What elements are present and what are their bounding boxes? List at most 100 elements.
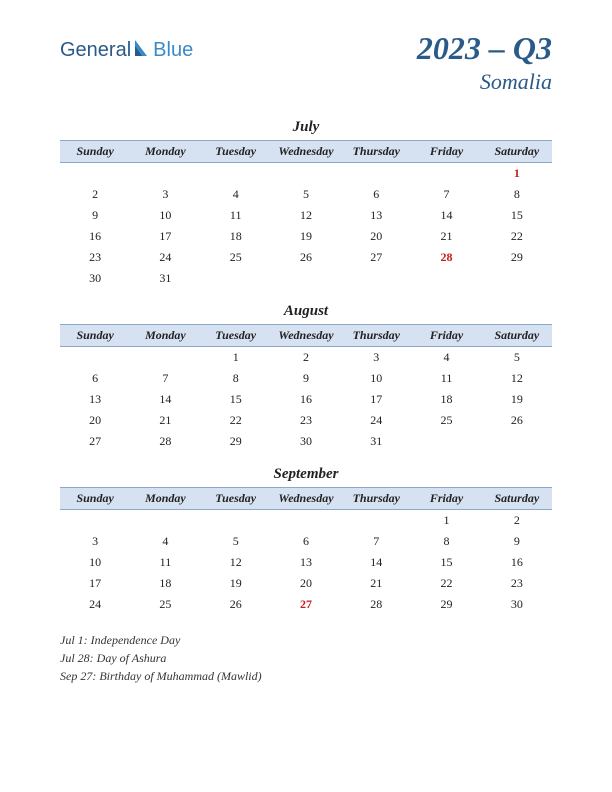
calendar-cell: 2	[271, 347, 341, 369]
calendar-cell	[271, 163, 341, 185]
calendar-cell: 20	[271, 573, 341, 594]
day-header: Monday	[130, 488, 200, 510]
calendar-cell: 26	[201, 594, 271, 615]
calendar-cell: 28	[411, 247, 481, 268]
day-header: Sunday	[60, 325, 130, 347]
logo-text-general: General	[60, 39, 131, 62]
calendar-cell: 7	[341, 531, 411, 552]
month-name: July	[60, 119, 552, 136]
calendar-cell: 10	[60, 552, 130, 573]
calendar-cell: 31	[341, 431, 411, 452]
calendar-cell: 10	[130, 205, 200, 226]
calendar-cell: 14	[411, 205, 481, 226]
calendar-cell: 24	[130, 247, 200, 268]
calendar-cell: 26	[271, 247, 341, 268]
calendar-cell: 29	[411, 594, 481, 615]
calendar-row: 24252627282930	[60, 594, 552, 615]
title-block: 2023 – Q3 Somalia	[417, 30, 552, 95]
calendar-cell	[201, 268, 271, 289]
day-header: Monday	[130, 325, 200, 347]
calendar-cell: 27	[341, 247, 411, 268]
calendar-cell	[60, 347, 130, 369]
calendar-cell: 12	[271, 205, 341, 226]
logo-sail-icon	[133, 38, 151, 63]
calendar-cell: 11	[411, 368, 481, 389]
calendar-cell: 3	[60, 531, 130, 552]
calendar-cell: 30	[482, 594, 552, 615]
calendar-cell: 21	[411, 226, 481, 247]
calendar-row: 12	[60, 510, 552, 532]
calendar-row: 2345678	[60, 184, 552, 205]
month-name: August	[60, 303, 552, 320]
day-header: Thursday	[341, 488, 411, 510]
calendar-cell	[341, 163, 411, 185]
calendar-cell: 24	[60, 594, 130, 615]
calendar-cell: 24	[341, 410, 411, 431]
calendar-cell: 2	[60, 184, 130, 205]
calendar-cell: 14	[130, 389, 200, 410]
calendar-cell	[341, 268, 411, 289]
calendar-cell: 1	[482, 163, 552, 185]
calendar-cell: 13	[341, 205, 411, 226]
calendar-row: 1	[60, 163, 552, 185]
calendar-cell: 13	[271, 552, 341, 573]
calendar-cell: 17	[60, 573, 130, 594]
calendar-cell: 16	[271, 389, 341, 410]
calendar-cell: 8	[201, 368, 271, 389]
calendar-cell: 21	[341, 573, 411, 594]
calendar-cell	[411, 268, 481, 289]
calendar-cell	[201, 163, 271, 185]
calendar-cell	[201, 510, 271, 532]
calendar-cell: 3	[341, 347, 411, 369]
calendar-cell: 17	[130, 226, 200, 247]
calendar-cell: 22	[411, 573, 481, 594]
calendar-cell: 25	[201, 247, 271, 268]
holiday-list: Jul 1: Independence DayJul 28: Day of As…	[60, 631, 552, 685]
calendar-cell: 6	[271, 531, 341, 552]
calendar-cell: 13	[60, 389, 130, 410]
day-header: Saturday	[482, 325, 552, 347]
calendar-cell: 8	[482, 184, 552, 205]
calendars-container: JulySundayMondayTuesdayWednesdayThursday…	[60, 119, 552, 615]
calendar-cell: 29	[201, 431, 271, 452]
calendar-cell: 5	[271, 184, 341, 205]
calendar-cell: 17	[341, 389, 411, 410]
calendar-cell: 30	[271, 431, 341, 452]
month-block: SeptemberSundayMondayTuesdayWednesdayThu…	[60, 466, 552, 615]
calendar-cell: 28	[130, 431, 200, 452]
calendar-cell: 1	[411, 510, 481, 532]
month-block: July SundayMondayTuesdayWednesdayThursday…	[60, 119, 552, 289]
month-name: September	[60, 466, 552, 483]
calendar-cell: 15	[411, 552, 481, 573]
calendar-cell: 20	[60, 410, 130, 431]
day-header: Saturday	[482, 141, 552, 163]
calendar-cell: 28	[341, 594, 411, 615]
calendar-cell: 22	[201, 410, 271, 431]
calendar-row: 3031	[60, 268, 552, 289]
calendar-cell: 31	[130, 268, 200, 289]
holiday-entry: Sep 27: Birthday of Muhammad (Mawlid)	[60, 667, 552, 685]
calendar-cell	[271, 510, 341, 532]
day-header: Friday	[411, 325, 481, 347]
calendar-cell	[482, 268, 552, 289]
day-header: Tuesday	[201, 141, 271, 163]
calendar-cell: 4	[130, 531, 200, 552]
calendar-cell: 21	[130, 410, 200, 431]
calendar-cell: 23	[271, 410, 341, 431]
calendar-row: 16171819202122	[60, 226, 552, 247]
calendar-cell: 15	[482, 205, 552, 226]
calendar-cell: 15	[201, 389, 271, 410]
calendar-cell: 5	[482, 347, 552, 369]
calendar-row: 20212223242526	[60, 410, 552, 431]
calendar-cell: 4	[411, 347, 481, 369]
header: General Blue 2023 – Q3 Somalia	[60, 30, 552, 95]
calendar-cell: 10	[341, 368, 411, 389]
calendar-cell	[60, 163, 130, 185]
calendar-table: SundayMondayTuesdayWednesdayThursdayFrid…	[60, 140, 552, 289]
calendar-cell: 7	[411, 184, 481, 205]
calendar-cell: 9	[271, 368, 341, 389]
calendar-cell	[60, 510, 130, 532]
calendar-cell: 5	[201, 531, 271, 552]
calendar-row: 10111213141516	[60, 552, 552, 573]
day-header: Wednesday	[271, 141, 341, 163]
